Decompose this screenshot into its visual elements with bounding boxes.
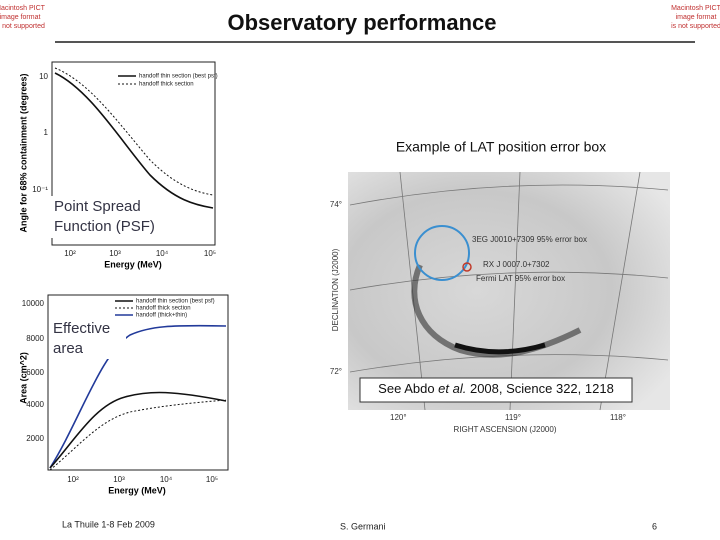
area-curve-total [49,324,227,469]
x-tick-label: 10³ [109,249,121,258]
map-label: 3EG J0010+7309 95% error box [472,235,587,244]
x-tick-label: 10⁵ [206,475,218,484]
x-tick-label: 10³ [113,475,125,484]
citation-box [359,377,633,403]
egret-error-box [414,225,470,281]
placeholder-text: Macintosh PICT [671,5,720,12]
x-axis-label: Energy (MeV) [104,259,162,269]
map-label: RX J 0007.0+7302 [483,260,550,269]
psf-curve-thin [54,72,214,209]
y-tick-label: 74° [330,200,342,209]
sky-image [348,172,670,410]
caption: Effective [53,320,110,337]
placeholder-left: Macintosh PICT image format is not support… [0,5,46,30]
x-axis-label: Energy (MeV) [108,485,166,495]
area-plot: handoff thin section (best psf) handoff … [18,294,229,495]
placeholder-text: is not supported [0,23,45,30]
legend-entry: handoff thick section [136,306,191,312]
nebula-filament [454,342,546,355]
y-tick-label: 10 [39,72,48,81]
caption: area [53,340,84,357]
sky-map: 3EG J0010+7309 95% error box RX J 0007.0… [330,136,670,434]
x-tick-label: 120° [390,413,407,422]
y-axis-label: DECLINATION (J2000) [331,248,340,331]
legend-entry: handoff thin section (best psf) [139,74,218,80]
y-axis-label: Angle for 68% containment (degrees) [18,73,28,232]
x-axis-label: RIGHT ASCENSION (J2000) [454,425,557,434]
placeholder-text: image format [676,14,717,21]
footer-center: S. Germani [340,521,386,531]
legend-entry: handoff (thick+thin) [136,313,187,319]
placeholder-text: image format [0,14,40,21]
psf-plot: handoff thin section (best psf) handoff … [18,61,218,269]
caption: Function (PSF) [54,218,155,235]
y-tick-label: 72° [330,367,342,376]
placeholder-text: Macintosh PICT [0,5,46,12]
y-tick-label: 4000 [26,400,44,409]
footer-left: La Thuile 1-8 Feb 2009 [62,519,155,529]
caption: Point Spread [54,198,141,215]
y-tick-label: 10⁻¹ [32,185,48,194]
x-tick-label: 118° [610,413,626,422]
x-tick-label: 10² [67,475,79,484]
y-tick-label: 10000 [22,299,45,308]
x-tick-label: 10² [64,249,76,258]
area-curve-thin [49,391,227,469]
slide-title: Observatory performance [228,10,497,35]
legend-entry: handoff thin section (best psf) [136,299,215,305]
citation: See Abdo et al. 2008, Science 322, 1218 [378,381,614,396]
citation-part: 2008, Science 322, 1218 [466,381,613,396]
x-tick-label: 119° [505,413,521,422]
caption-bg [50,196,172,238]
legend-entry: handoff thick section [139,82,194,88]
x-tick-label: 10⁴ [160,475,173,484]
caption-bg [50,319,126,359]
citation-part: See Abdo [378,381,438,396]
y-tick-label: 8000 [26,334,44,343]
map-title: Example of LAT position error box [396,139,606,155]
page-number: 6 [652,521,657,531]
nebula-shell [411,263,582,358]
placeholder-right: Macintosh PICT image format is not support… [671,5,720,30]
x-tick-label: 10⁴ [156,249,169,258]
area-axes [47,294,229,471]
x-tick-label: 10⁵ [204,249,216,258]
y-tick-label: 6000 [26,368,44,377]
citation-part: et al. [438,381,466,396]
map-title-bg [362,136,640,160]
y-tick-label: 2000 [26,434,44,443]
y-tick-label: 1 [44,128,49,137]
placeholder-text: is not supported [671,23,720,30]
y-axis-label: Area (cm^2) [18,352,28,404]
fermi-error-box [462,262,472,272]
map-label: Fermi LAT 95% error box [476,274,565,283]
